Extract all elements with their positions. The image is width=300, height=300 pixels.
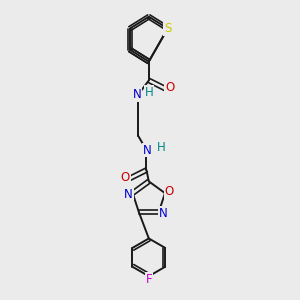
Text: F: F [146, 273, 152, 286]
Text: O: O [165, 81, 175, 94]
Text: N: N [124, 188, 133, 201]
Text: N: N [133, 88, 141, 101]
Text: S: S [164, 22, 171, 35]
Text: H: H [157, 141, 166, 154]
Text: O: O [121, 171, 130, 184]
Text: O: O [165, 185, 174, 198]
Text: N: N [159, 207, 167, 220]
Text: H: H [144, 86, 153, 99]
Text: N: N [143, 143, 152, 157]
